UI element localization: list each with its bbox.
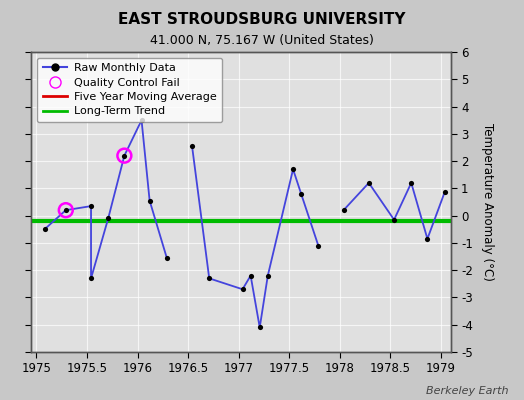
Text: EAST STROUDSBURG UNIVERSITY: EAST STROUDSBURG UNIVERSITY [118,12,406,27]
Legend: Raw Monthly Data, Quality Control Fail, Five Year Moving Average, Long-Term Tren: Raw Monthly Data, Quality Control Fail, … [37,58,222,122]
Text: Berkeley Earth: Berkeley Earth [426,386,508,396]
Point [440,189,449,196]
Point [120,152,128,159]
Point [297,191,305,197]
Point [188,143,196,149]
Point [205,275,213,282]
Point [246,272,255,279]
Point [238,286,247,292]
Point [87,203,95,209]
Point [314,242,322,249]
Point [137,117,146,123]
Point [87,275,95,282]
Point [40,226,49,232]
Point [365,180,373,186]
Point [62,207,70,213]
Point [407,180,416,186]
Text: 41.000 N, 75.167 W (United States): 41.000 N, 75.167 W (United States) [150,34,374,47]
Point [340,207,348,213]
Point [289,166,297,172]
Point [162,255,171,261]
Point [120,152,128,159]
Point [423,236,432,242]
Point [390,216,398,223]
Point [104,215,113,222]
Point [62,207,70,213]
Point [256,324,264,331]
Point [146,198,154,204]
Point [264,272,272,279]
Y-axis label: Temperature Anomaly (°C): Temperature Anomaly (°C) [481,123,494,281]
